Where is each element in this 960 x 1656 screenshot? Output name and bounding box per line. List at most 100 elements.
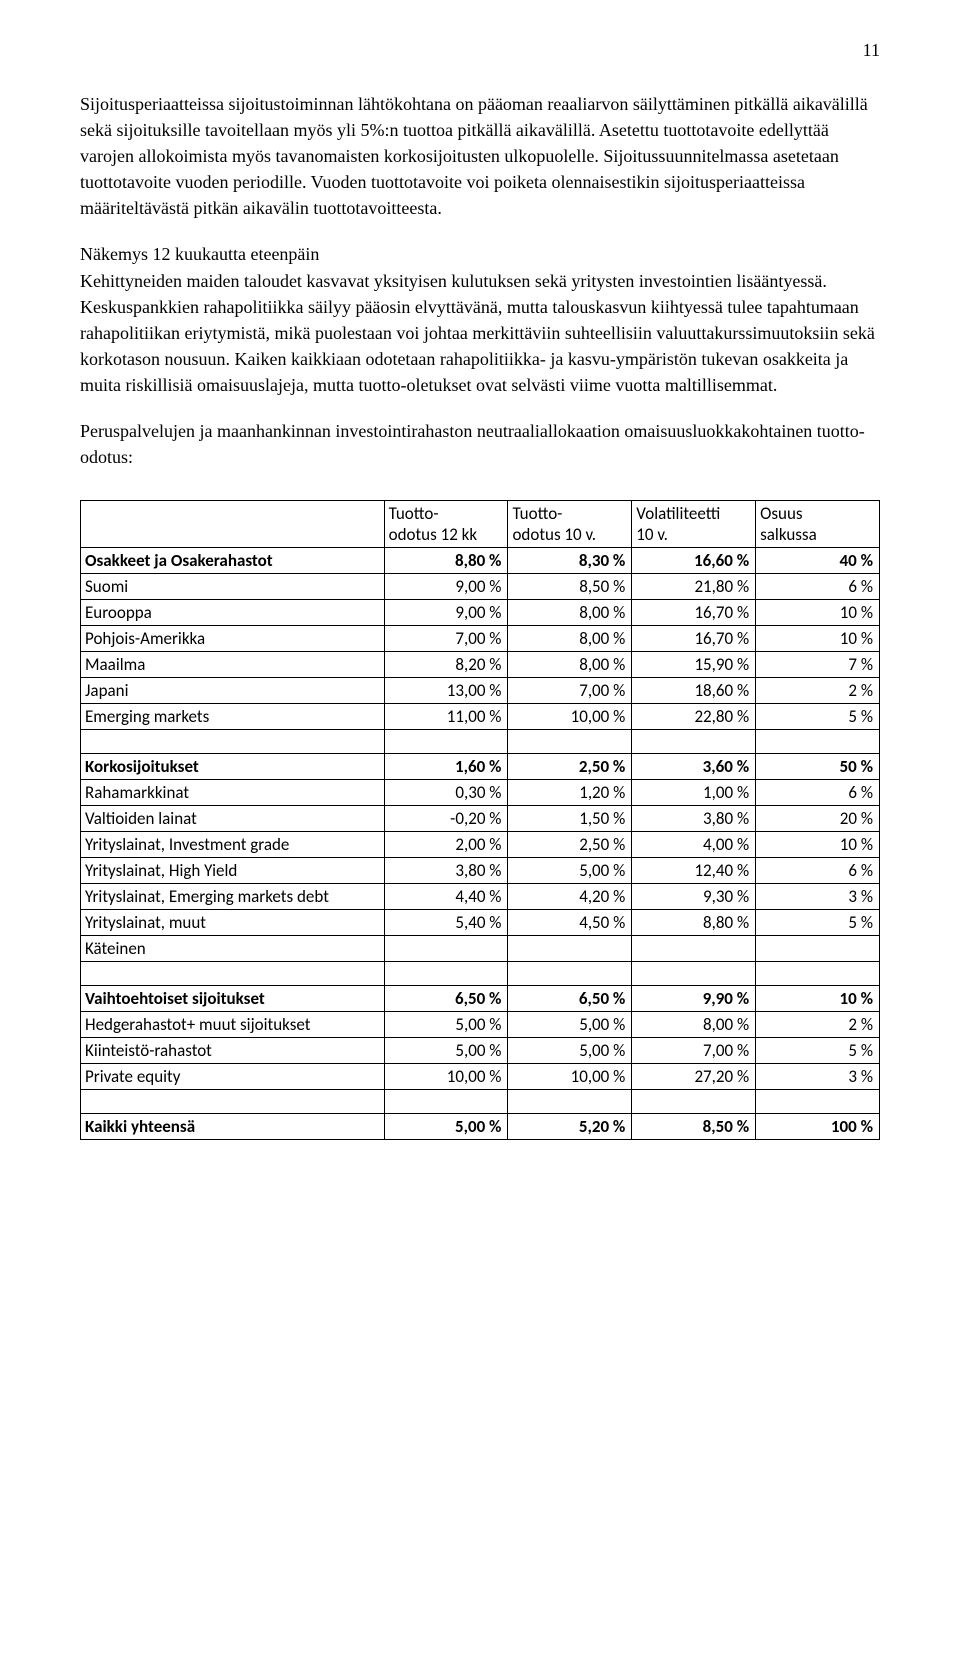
table-cell-value: 10,00 % [508, 1064, 632, 1090]
table-row [81, 730, 880, 754]
table-cell-value: 7,00 % [508, 678, 632, 704]
table-cell-value: 10 % [756, 832, 880, 858]
table-cell-value: 6 % [756, 574, 880, 600]
table-cell-empty [81, 730, 385, 754]
table-cell-label: Korkosijoitukset [81, 754, 385, 780]
table-cell-value: 21,80 % [632, 574, 756, 600]
table-cell-label: Valtioiden lainat [81, 806, 385, 832]
table-cell-empty [756, 730, 880, 754]
table-cell-value: 8,20 % [384, 652, 508, 678]
table-cell-value: 5,00 % [384, 1114, 508, 1140]
table-cell-value: 8,80 % [384, 548, 508, 574]
table-cell-label: Private equity [81, 1064, 385, 1090]
table-cell-value: 1,60 % [384, 754, 508, 780]
paragraph-3: Peruspalvelujen ja maanhankinnan investo… [80, 418, 880, 470]
table-cell-value: 4,50 % [508, 910, 632, 936]
table-row: Suomi9,00 %8,50 %21,80 %6 % [81, 574, 880, 600]
table-cell-value [632, 936, 756, 962]
table-cell-value: 10 % [756, 986, 880, 1012]
table-cell-value: 1,50 % [508, 806, 632, 832]
table-cell-value: 2 % [756, 678, 880, 704]
table-header-2: Tuotto-odotus 10 v. [508, 501, 632, 548]
paragraph-2-body: Kehittyneiden maiden taloudet kasvavat y… [80, 271, 875, 395]
table-cell-value: 16,70 % [632, 600, 756, 626]
table-cell-value: 15,90 % [632, 652, 756, 678]
table-cell-value: 8,50 % [632, 1114, 756, 1140]
table-cell-value: 4,40 % [384, 884, 508, 910]
table-row: Private equity10,00 %10,00 %27,20 %3 % [81, 1064, 880, 1090]
table-cell-label: Japani [81, 678, 385, 704]
table-cell-empty [384, 1090, 508, 1114]
table-cell-value: 18,60 % [632, 678, 756, 704]
table-row: Yrityslainat, Emerging markets debt4,40 … [81, 884, 880, 910]
table-header-4: Osuussalkussa [756, 501, 880, 548]
table-cell-empty [632, 1090, 756, 1114]
table-row: Yrityslainat, High Yield3,80 %5,00 %12,4… [81, 858, 880, 884]
table-cell-value: 8,00 % [632, 1012, 756, 1038]
table-cell-label: Maailma [81, 652, 385, 678]
table-cell-value: 8,00 % [508, 652, 632, 678]
table-row: Kaikki yhteensä5,00 %5,20 %8,50 %100 % [81, 1114, 880, 1140]
paragraph-2-lead: Näkemys 12 kuukautta eteenpäin [80, 244, 319, 264]
table-cell-value: 7,00 % [632, 1038, 756, 1064]
table-cell-empty [508, 1090, 632, 1114]
table-header-blank [81, 501, 385, 548]
table-cell-value: 40 % [756, 548, 880, 574]
table-cell-value: 5 % [756, 1038, 880, 1064]
table-cell-value: 3,80 % [384, 858, 508, 884]
table-cell-value: 2,00 % [384, 832, 508, 858]
table-cell-empty [756, 962, 880, 986]
table-cell-label: Yrityslainat, Investment grade [81, 832, 385, 858]
table-cell-value: 1,00 % [632, 780, 756, 806]
table-cell-value: 4,20 % [508, 884, 632, 910]
table-cell-value: 13,00 % [384, 678, 508, 704]
table-cell-value: 7 % [756, 652, 880, 678]
table-cell-label: Rahamarkkinat [81, 780, 385, 806]
table-cell-label: Pohjois-Amerikka [81, 626, 385, 652]
table-cell-value: 5,00 % [508, 1038, 632, 1064]
table-cell-label: Kaikki yhteensä [81, 1114, 385, 1140]
table-cell-label: Eurooppa [81, 600, 385, 626]
table-cell-empty [508, 730, 632, 754]
table-cell-value: 7,00 % [384, 626, 508, 652]
table-cell-value [756, 936, 880, 962]
table-row: Japani13,00 %7,00 %18,60 %2 % [81, 678, 880, 704]
table-cell-value: 9,30 % [632, 884, 756, 910]
table-cell-value: 10,00 % [508, 704, 632, 730]
table-cell-value [508, 936, 632, 962]
table-cell-value: 10 % [756, 600, 880, 626]
table-row: Korkosijoitukset1,60 %2,50 %3,60 %50 % [81, 754, 880, 780]
table-cell-value: 8,30 % [508, 548, 632, 574]
table-row: Valtioiden lainat-0,20 %1,50 %3,80 %20 % [81, 806, 880, 832]
table-cell-value: 10 % [756, 626, 880, 652]
table-cell-label: Emerging markets [81, 704, 385, 730]
table-cell-value: 9,90 % [632, 986, 756, 1012]
table-cell-empty [81, 962, 385, 986]
table-cell-label: Käteinen [81, 936, 385, 962]
table-cell-label: Yrityslainat, High Yield [81, 858, 385, 884]
table-cell-value: 9,00 % [384, 600, 508, 626]
table-cell-empty [81, 1090, 385, 1114]
table-cell-value: 20 % [756, 806, 880, 832]
page-number: 11 [80, 40, 880, 61]
table-cell-value: 5,00 % [508, 858, 632, 884]
table-cell-value: 8,00 % [508, 626, 632, 652]
table-cell-label: Suomi [81, 574, 385, 600]
table-row: Emerging markets11,00 %10,00 %22,80 %5 % [81, 704, 880, 730]
table-cell-value: 12,40 % [632, 858, 756, 884]
table-cell-value: 8,80 % [632, 910, 756, 936]
table-cell-value: 6,50 % [384, 986, 508, 1012]
paragraph-2: Näkemys 12 kuukautta eteenpäin Kehittyne… [80, 241, 880, 398]
table-cell-value: 10,00 % [384, 1064, 508, 1090]
table-header-3: Volatiliteetti10 v. [632, 501, 756, 548]
table-header-row: Tuotto-odotus 12 kk Tuotto-odotus 10 v. … [81, 501, 880, 548]
table-row: Kiinteistö-rahastot5,00 %5,00 %7,00 %5 % [81, 1038, 880, 1064]
table-cell-value: 8,00 % [508, 600, 632, 626]
table-cell-value: 0,30 % [384, 780, 508, 806]
table-cell-value: 5,00 % [384, 1038, 508, 1064]
table-row: Pohjois-Amerikka7,00 %8,00 %16,70 %10 % [81, 626, 880, 652]
table-cell-value: 11,00 % [384, 704, 508, 730]
table-cell-value: 5,20 % [508, 1114, 632, 1140]
table-cell-label: Osakkeet ja Osakerahastot [81, 548, 385, 574]
allocation-table: Tuotto-odotus 12 kk Tuotto-odotus 10 v. … [80, 500, 880, 1140]
